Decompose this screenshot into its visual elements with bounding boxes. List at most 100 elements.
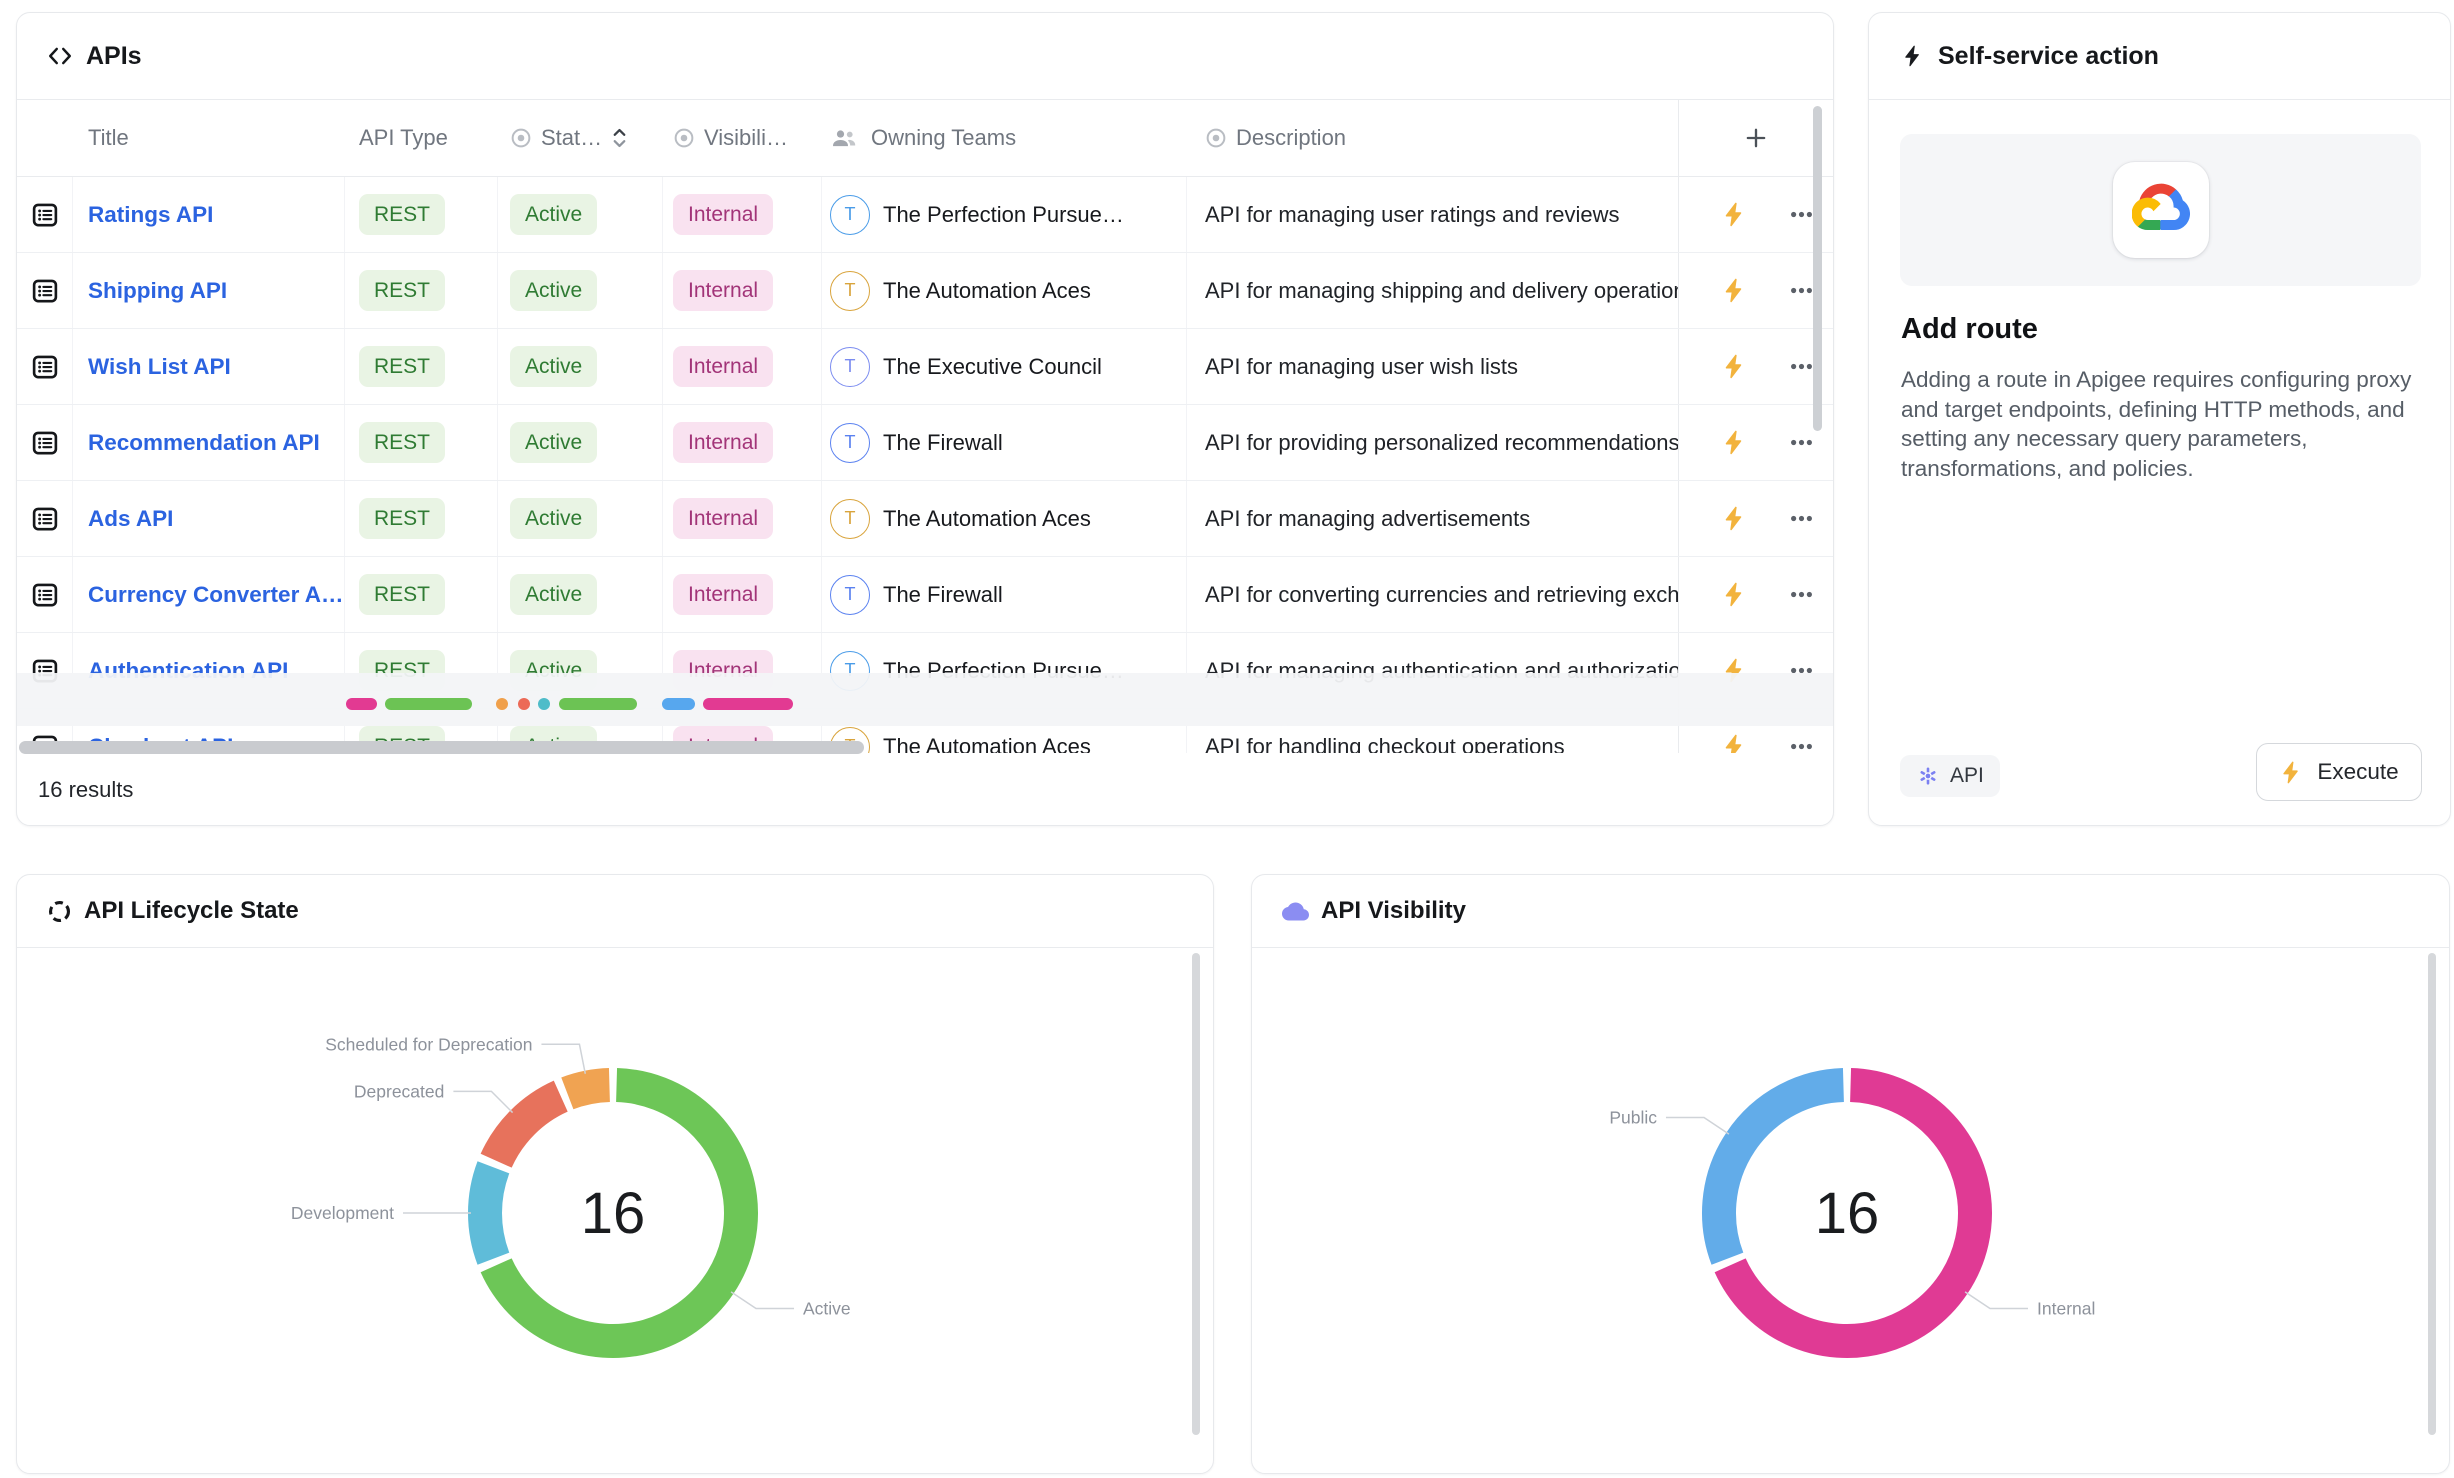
api-title-link[interactable]: Shipping API: [88, 278, 227, 304]
code-icon: [47, 43, 73, 69]
column-header-status[interactable]: Stat…: [498, 100, 663, 176]
run-action-bolt-icon[interactable]: [1721, 733, 1748, 753]
row-menu-button[interactable]: [1788, 429, 1815, 456]
visibility-badge: Internal: [673, 346, 773, 387]
summary-distribution-pill: [496, 698, 508, 710]
api-description: API for managing advertisements: [1205, 506, 1530, 532]
google-cloud-icon: [2132, 181, 2190, 239]
column-header-description[interactable]: Description: [1187, 100, 1678, 176]
team-avatar: T: [830, 347, 870, 387]
status-badge: Active: [510, 574, 597, 615]
sort-indicator-icon[interactable]: [611, 126, 628, 150]
api-visibility-chart-card: API Visibility InternalPublic16: [1251, 874, 2450, 1474]
row-menu-button[interactable]: [1788, 581, 1815, 608]
list-icon: [30, 580, 60, 610]
donut-chart-visibility: InternalPublic16: [1252, 948, 2449, 1473]
run-action-bolt-icon[interactable]: [1721, 277, 1748, 304]
visibility-badge: Internal: [673, 270, 773, 311]
status-badge: Active: [510, 270, 597, 311]
api-title-link[interactable]: Ads API: [88, 506, 173, 532]
api-title-link[interactable]: Currency Converter A…: [88, 582, 344, 608]
apis-table-card: APIs Title API Type Stat… Visibili… Owni…: [16, 12, 1834, 826]
api-title-link[interactable]: Wish List API: [88, 354, 231, 380]
donut-slice-label: Scheduled for Deprecation: [325, 1034, 532, 1054]
list-icon: [30, 200, 60, 230]
summary-distribution-pill: [346, 698, 377, 710]
donut-center-value: 16: [1815, 1181, 1880, 1246]
execute-button[interactable]: Execute: [2256, 743, 2422, 801]
table-row: Currency Converter A… REST Active Intern…: [17, 557, 1833, 633]
action-title: Add route: [1901, 313, 2038, 346]
column-header-api-type[interactable]: API Type: [345, 100, 498, 176]
self-service-action-card: Self-service action Add route Adding a r…: [1868, 12, 2451, 826]
row-menu-button[interactable]: [1788, 733, 1815, 753]
execute-label: Execute: [2317, 759, 2398, 785]
donut-label-line: [453, 1091, 512, 1112]
donut-chart-lifecycle: ActiveDevelopmentDeprecatedScheduled for…: [17, 948, 1213, 1473]
column-label: Title: [88, 125, 129, 151]
run-action-bolt-icon[interactable]: [1721, 581, 1748, 608]
row-menu-button[interactable]: [1788, 505, 1815, 532]
team-avatar: T: [830, 423, 870, 463]
donut-center-value: 16: [581, 1181, 646, 1246]
summary-distribution-pill: [518, 698, 530, 710]
action-description: Adding a route in Apigee requires config…: [1901, 365, 2425, 483]
run-action-bolt-icon[interactable]: [1721, 201, 1748, 228]
run-action-bolt-icon[interactable]: [1721, 429, 1748, 456]
api-title-link[interactable]: Recommendation API: [88, 430, 320, 456]
donut-segment-scheduled-for-deprecation[interactable]: [567, 1085, 609, 1093]
api-type-badge: REST: [359, 346, 445, 387]
list-icon: [30, 504, 60, 534]
api-graph-icon: [1916, 764, 1940, 788]
donut-label-line: [1666, 1117, 1729, 1134]
api-tag-label: API: [1950, 764, 1984, 788]
column-label: Stat…: [541, 125, 602, 151]
chart-vertical-scrollbar[interactable]: [1192, 953, 1200, 1435]
team-name: The Automation Aces: [883, 506, 1091, 532]
column-header-owning-teams[interactable]: Owning Teams: [822, 100, 1187, 176]
table-row: Wish List API REST Active Internal T The…: [17, 329, 1833, 405]
chart-card-header: API Visibility: [1252, 875, 2449, 948]
status-badge: Active: [510, 346, 597, 387]
api-type-badge: REST: [359, 422, 445, 463]
add-column-button[interactable]: [1678, 100, 1833, 176]
visibility-badge: Internal: [673, 194, 773, 235]
chart-title: API Lifecycle State: [84, 897, 299, 925]
api-tag-chip: API: [1900, 755, 2000, 797]
run-action-bolt-icon[interactable]: [1721, 505, 1748, 532]
row-menu-button[interactable]: [1788, 201, 1815, 228]
table-row: Shipping API REST Active Internal T The …: [17, 253, 1833, 329]
vertical-scrollbar[interactable]: [1813, 106, 1822, 431]
run-action-bolt-icon[interactable]: [1721, 353, 1748, 380]
summary-distribution-pill: [559, 698, 637, 710]
row-menu-button[interactable]: [1788, 353, 1815, 380]
api-type-badge: REST: [359, 574, 445, 615]
donut-slice-label: Active: [803, 1299, 851, 1319]
table-body: Ratings API REST Active Internal T The P…: [17, 177, 1833, 753]
donut-slice-label: Internal: [2037, 1299, 2095, 1319]
horizontal-scrollbar[interactable]: [19, 741, 864, 754]
chart-title: API Visibility: [1321, 897, 1466, 925]
summary-distribution-pill: [662, 698, 695, 710]
donut-segment-development[interactable]: [485, 1167, 493, 1258]
list-icon: [30, 352, 60, 382]
column-header-icon: [17, 100, 73, 176]
column-header-title[interactable]: Title: [73, 100, 345, 176]
api-description: API for managing shipping and delivery o…: [1205, 278, 1678, 304]
column-label: Owning Teams: [871, 125, 1016, 151]
api-type-badge: REST: [359, 498, 445, 539]
table-row: Ratings API REST Active Internal T The P…: [17, 177, 1833, 253]
api-description: API for handling checkout operations: [1205, 734, 1565, 754]
users-icon: [830, 124, 858, 152]
column-header-visibility[interactable]: Visibili…: [663, 100, 822, 176]
property-icon: [510, 127, 532, 149]
chart-vertical-scrollbar[interactable]: [2428, 953, 2436, 1435]
api-title-link[interactable]: Ratings API: [88, 202, 213, 228]
team-name: The Perfection Pursue…: [883, 202, 1124, 228]
api-description: API for managing user ratings and review…: [1205, 202, 1620, 228]
list-icon: [30, 276, 60, 306]
team-name: The Firewall: [883, 430, 1003, 456]
row-menu-button[interactable]: [1788, 277, 1815, 304]
execute-bolt-icon: [2279, 760, 2304, 785]
table-row: Recommendation API REST Active Internal …: [17, 405, 1833, 481]
